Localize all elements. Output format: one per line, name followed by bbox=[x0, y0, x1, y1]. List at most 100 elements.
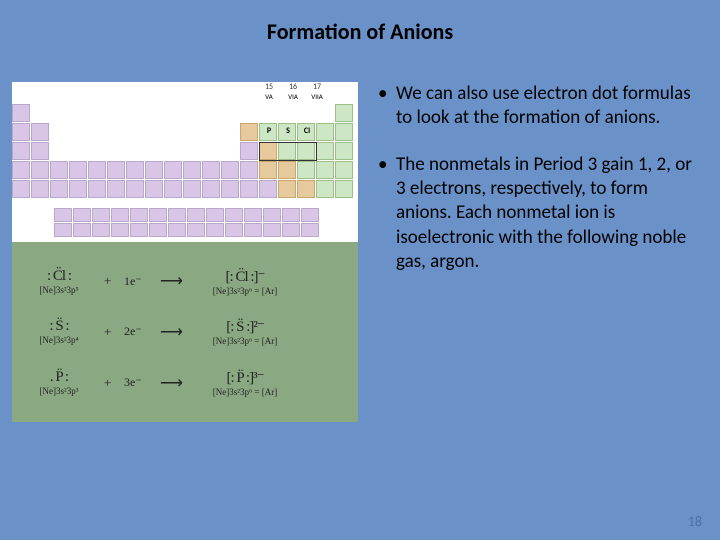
roman-group-labels: VA VIA VIIA bbox=[260, 92, 326, 101]
anion-equations-panel: : C̈l :[Ne]3s²3p⁵+1e⁻⟶[: C̈l :]⁻[Ne]3s²3… bbox=[12, 242, 358, 422]
periodic-cell bbox=[50, 161, 68, 179]
periodic-cell bbox=[202, 180, 220, 198]
reaction-arrow: ⟶ bbox=[160, 271, 200, 291]
fblock-cell bbox=[130, 208, 148, 222]
periodic-cell bbox=[69, 161, 87, 179]
fblock-cell bbox=[168, 223, 186, 237]
fblock-cell bbox=[206, 223, 224, 237]
periodic-cell bbox=[297, 180, 315, 198]
periodic-cell bbox=[240, 104, 258, 122]
periodic-cell bbox=[259, 180, 277, 198]
fblock-cell bbox=[111, 208, 129, 222]
periodic-cell bbox=[221, 180, 239, 198]
periodic-cell bbox=[335, 180, 353, 198]
periodic-cell bbox=[183, 104, 201, 122]
reaction-arrow: ⟶ bbox=[160, 373, 200, 393]
reaction-arrow: ⟶ bbox=[160, 322, 200, 342]
periodic-cell bbox=[88, 142, 106, 160]
bullet-list: We can also use electron dot formulas to… bbox=[378, 82, 704, 296]
fblock-cell bbox=[187, 208, 205, 222]
periodic-cell bbox=[31, 123, 49, 141]
periodic-cell bbox=[107, 142, 125, 160]
page-number: 18 bbox=[688, 513, 702, 530]
periodic-cell bbox=[164, 104, 182, 122]
plus-sign: + bbox=[104, 375, 116, 391]
periodic-cell bbox=[69, 104, 87, 122]
periodic-cell bbox=[316, 161, 334, 179]
plus-sign: + bbox=[104, 273, 116, 289]
fblock-cell bbox=[54, 223, 72, 237]
periodic-cell bbox=[164, 180, 182, 198]
periodic-cell bbox=[297, 104, 315, 122]
product-species: [: S̈ :]²⁻[Ne]3s²3p⁶ = [Ar] bbox=[208, 317, 282, 346]
periodic-cell bbox=[278, 161, 296, 179]
periodic-cell bbox=[164, 161, 182, 179]
periodic-cell bbox=[145, 142, 163, 160]
periodic-cell bbox=[145, 104, 163, 122]
reactant-species: : C̈l :[Ne]3s²3p⁵ bbox=[22, 268, 96, 295]
product-species: [: P̈ :]³⁻[Ne]3s²3p⁶ = [Ar] bbox=[208, 368, 282, 397]
periodic-cell bbox=[221, 104, 239, 122]
periodic-cell bbox=[335, 142, 353, 160]
fblock-cell bbox=[244, 208, 262, 222]
bullet-2: The nonmetals in Period 3 gain 1, 2, or … bbox=[378, 153, 704, 275]
group-16-label: 16 bbox=[284, 82, 302, 92]
periodic-cell bbox=[12, 180, 30, 198]
periodic-cell bbox=[297, 161, 315, 179]
fblock-cell bbox=[206, 208, 224, 222]
electrons-gained: 3e⁻ bbox=[124, 375, 152, 390]
product-lewis: [: S̈ :]²⁻ bbox=[226, 317, 264, 336]
product-species: [: C̈l :]⁻[Ne]3s²3p⁶ = [Ar] bbox=[208, 267, 282, 296]
periodic-cell bbox=[145, 180, 163, 198]
period3-highlight-box bbox=[259, 142, 317, 161]
fblock-cell bbox=[168, 208, 186, 222]
product-lewis: [: P̈ :]³⁻ bbox=[226, 368, 263, 387]
periodic-cell bbox=[12, 123, 30, 141]
periodic-cell bbox=[164, 142, 182, 160]
product-config: [Ne]3s²3p⁶ = [Ar] bbox=[213, 336, 277, 346]
reactant-species: . P̈ :[Ne]3s²3p³ bbox=[22, 369, 96, 396]
periodic-cell bbox=[126, 104, 144, 122]
periodic-cell bbox=[259, 161, 277, 179]
periodic-cell bbox=[240, 142, 258, 160]
periodic-cell bbox=[31, 161, 49, 179]
fblock-cell bbox=[282, 223, 300, 237]
periodic-cell bbox=[221, 161, 239, 179]
periodic-cell bbox=[164, 123, 182, 141]
periodic-cell bbox=[145, 123, 163, 141]
group-number-labels: 15 16 17 bbox=[260, 82, 326, 92]
periodic-cell bbox=[316, 142, 334, 160]
fblock-cell bbox=[187, 223, 205, 237]
periodic-cell bbox=[50, 180, 68, 198]
reactant-config: [Ne]3s²3p⁵ bbox=[39, 285, 78, 295]
periodic-cell bbox=[69, 123, 87, 141]
periodic-cell bbox=[50, 104, 68, 122]
fblock-cell bbox=[73, 223, 91, 237]
reactant-config: [Ne]3s²3p³ bbox=[40, 386, 79, 396]
fblock-cell bbox=[301, 223, 319, 237]
periodic-cell bbox=[107, 104, 125, 122]
periodic-cell bbox=[88, 180, 106, 198]
periodic-cell bbox=[50, 142, 68, 160]
roman-via: VIA bbox=[284, 92, 302, 101]
periodic-cell bbox=[202, 142, 220, 160]
f-block-grid bbox=[54, 208, 319, 237]
equation-row: . P̈ :[Ne]3s²3p³+3e⁻⟶[: P̈ :]³⁻[Ne]3s²3p… bbox=[22, 368, 348, 397]
fblock-cell bbox=[244, 223, 262, 237]
periodic-cell bbox=[107, 161, 125, 179]
periodic-cell bbox=[278, 180, 296, 198]
periodic-cell bbox=[12, 104, 30, 122]
periodic-cell bbox=[240, 161, 258, 179]
reactant-lewis: . P̈ : bbox=[50, 369, 68, 386]
slide-title: Formation of Anions bbox=[0, 18, 720, 45]
bullet-1: We can also use electron dot formulas to… bbox=[378, 82, 704, 131]
periodic-cell bbox=[126, 142, 144, 160]
periodic-cell bbox=[316, 104, 334, 122]
group-17-label: 17 bbox=[308, 82, 326, 92]
group-15-label: 15 bbox=[260, 82, 278, 92]
product-config: [Ne]3s²3p⁶ = [Ar] bbox=[213, 286, 277, 296]
periodic-cell bbox=[335, 123, 353, 141]
period3-element-labels: P S Cl bbox=[260, 126, 316, 136]
fblock-cell bbox=[54, 208, 72, 222]
periodic-cell bbox=[107, 123, 125, 141]
